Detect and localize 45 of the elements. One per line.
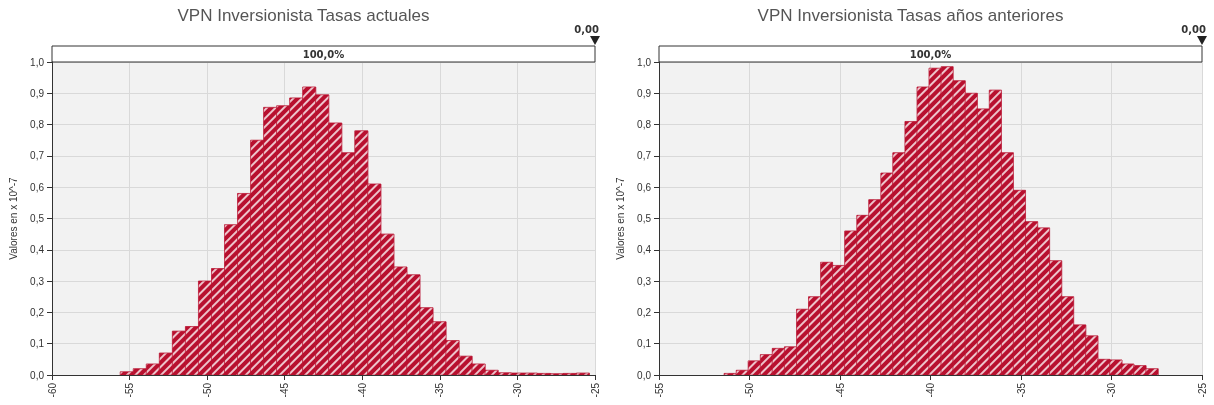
x-tick-label: -50 — [201, 382, 213, 398]
y-tick-label: 0,1 — [30, 338, 45, 350]
y-tick-label: 0,7 — [637, 150, 652, 162]
x-tick-label: -30 — [1106, 382, 1117, 398]
y-tick-label: 0,6 — [637, 181, 652, 193]
y-tick-label: 0,4 — [30, 244, 45, 256]
x-tick-label: -45 — [834, 382, 846, 398]
x-tick-label: -30 — [511, 382, 523, 398]
y-tick-label: 0,3 — [637, 275, 652, 287]
y-tick-label: 0,0 — [637, 369, 652, 381]
y-tick-label: 0,5 — [30, 213, 45, 224]
x-tick-label: -45 — [279, 382, 291, 398]
y-tick-label: 0,2 — [30, 306, 45, 318]
x-tick-label: -55 — [124, 382, 136, 398]
x-tick-label: -50 — [744, 382, 755, 398]
y-tick-label: 0,1 — [637, 338, 652, 350]
text: 0,00 — [1181, 23, 1207, 35]
y-tick-label: 0,8 — [30, 119, 45, 131]
x-tick-label: -40 — [925, 382, 936, 398]
x-tick-label: -60 — [46, 382, 58, 398]
x-tick-label: -40 — [356, 382, 368, 398]
y-axis-title: Valores en x 10^-7 — [614, 176, 626, 260]
text: 0,00 — [574, 23, 600, 35]
y-tick-label: 0,2 — [637, 306, 652, 318]
x-tick-label: -25 — [589, 382, 601, 398]
x-tick-label: -35 — [434, 382, 446, 398]
y-tick-label: 0,0 — [30, 369, 45, 381]
text: 100,0% — [909, 48, 952, 60]
y-axis-title: Valores en x 10^-7 — [7, 176, 19, 260]
x-tick-label: -55 — [653, 382, 665, 398]
y-tick-label: 0,3 — [30, 275, 45, 287]
y-tick-label: 0,4 — [637, 244, 652, 256]
chart-title: VPN Inversionista Tasas actuales — [177, 6, 430, 25]
text: 100,0% — [302, 48, 345, 60]
x-tick-label: -35 — [1015, 382, 1027, 398]
y-tick-label: 1,0 — [30, 56, 45, 68]
chart-title: VPN Inversionista Tasas años anteriores — [757, 6, 1064, 25]
x-tick-label: -25 — [1196, 382, 1208, 398]
y-tick-label: 0,9 — [30, 87, 45, 99]
y-tick-label: 0,6 — [30, 181, 45, 193]
y-tick-label: 0,7 — [30, 150, 45, 162]
y-tick-label: 0,9 — [637, 87, 652, 99]
y-tick-label: 0,5 — [637, 213, 652, 224]
y-tick-label: 1,0 — [637, 56, 652, 68]
y-tick-label: 0,8 — [637, 119, 652, 131]
